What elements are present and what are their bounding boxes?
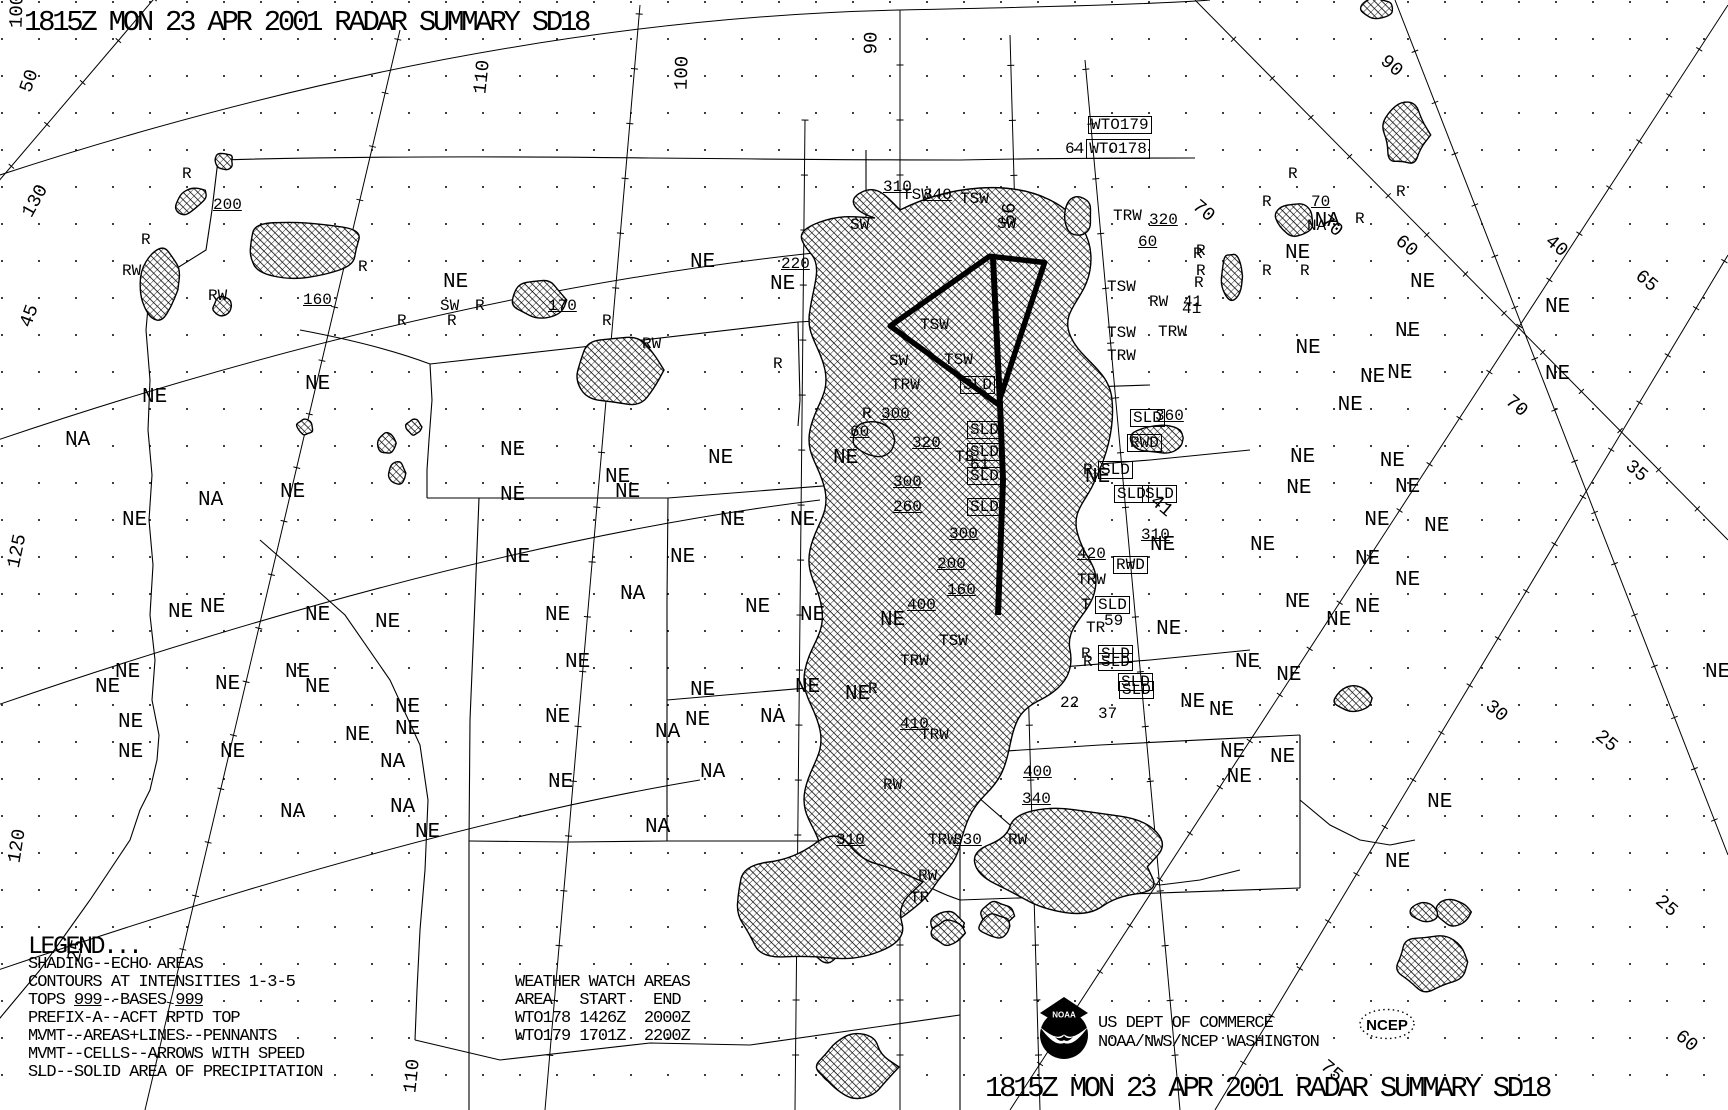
svg-text:NOAA: NOAA [1052, 1011, 1076, 1020]
svg-text:NCEP: NCEP [1366, 1017, 1408, 1034]
